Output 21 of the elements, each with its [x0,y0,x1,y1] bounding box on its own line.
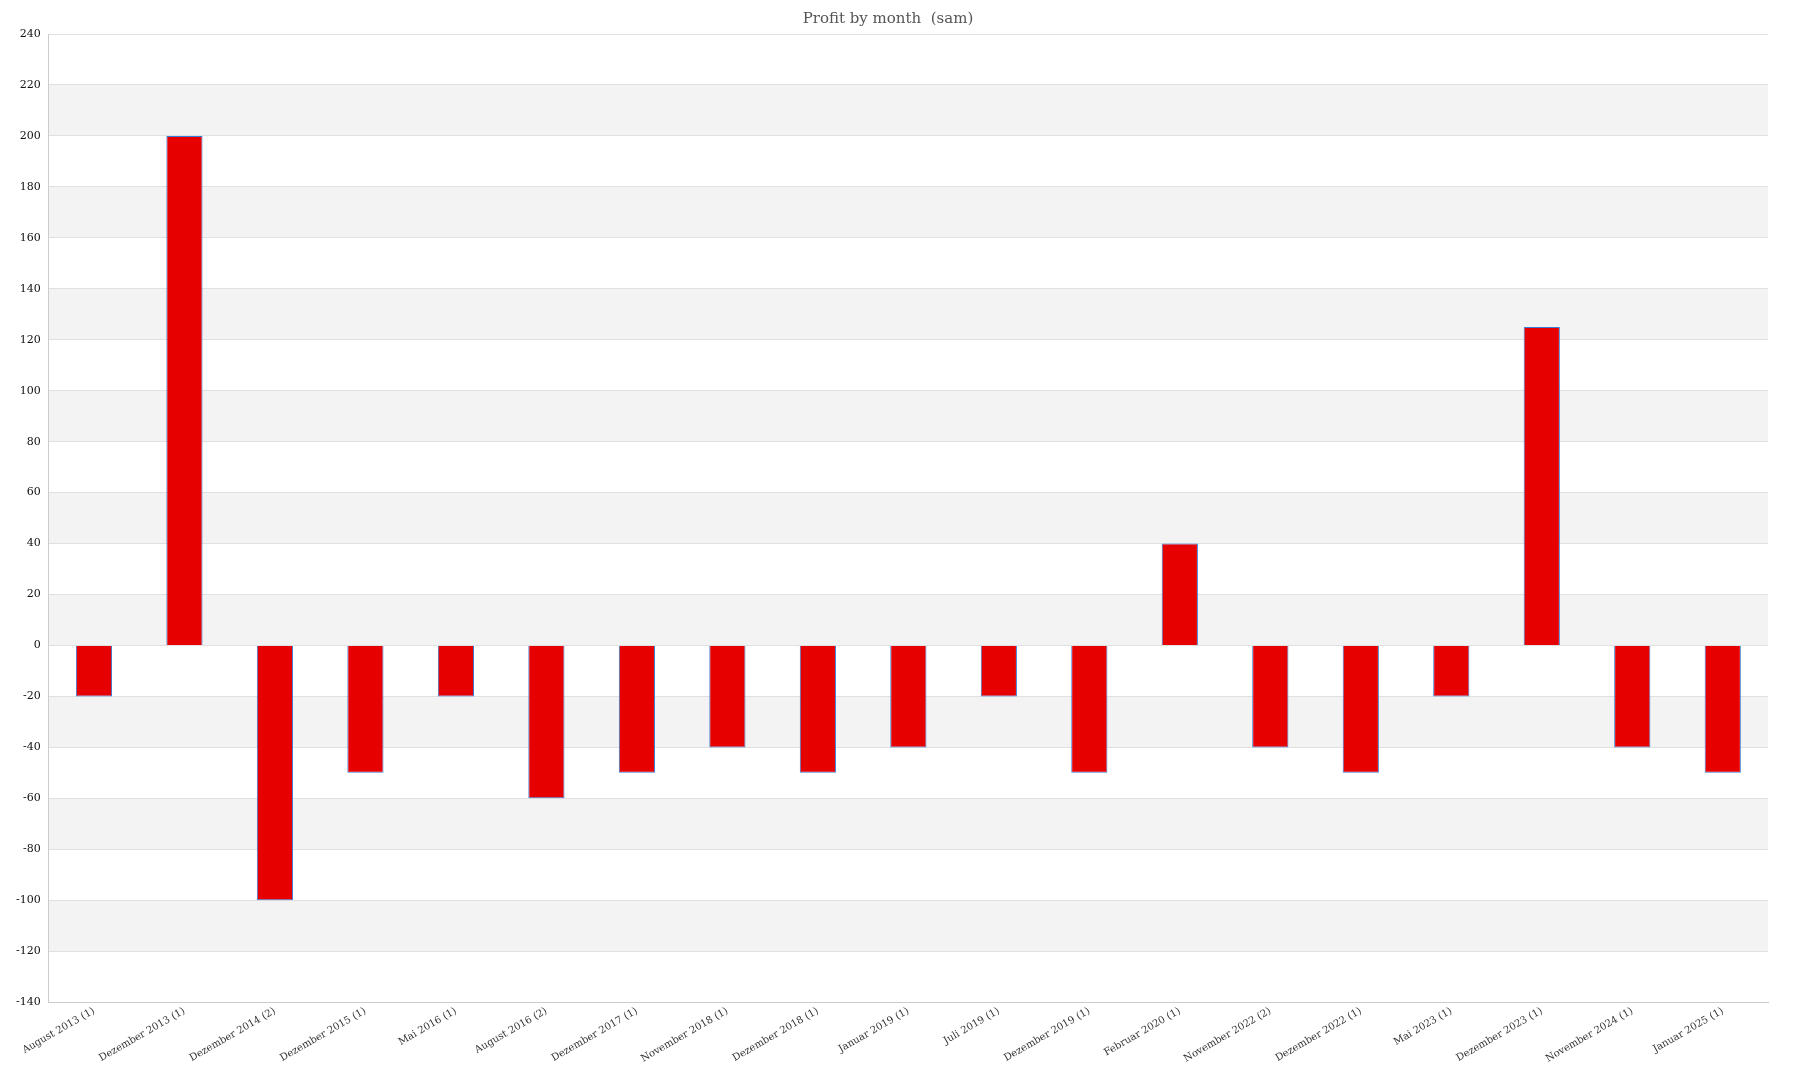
y-tick-label: 60 [26,485,41,499]
y-tick-label: -120 [15,944,41,958]
y-tick-label: -40 [22,740,41,754]
y-tick-label: -140 [15,995,41,1009]
y-tick-label: 120 [19,332,41,346]
y-tick-label: 140 [19,281,41,295]
y-tick-label: 40 [26,536,41,550]
y-tick-label: 240 [19,26,41,40]
y-tick-label: 0 [33,638,41,652]
y-tick-label: 160 [19,230,41,244]
y-tick-label: 220 [19,77,41,91]
y-tick-label: 20 [26,587,41,601]
y-tick-label: 200 [19,128,41,142]
y-tick-label: -20 [22,689,41,703]
chart-title: Profit by month (sam) [802,8,974,27]
y-tick-label: 100 [19,383,41,397]
y-tick-label: 80 [26,434,41,448]
y-tick-label: -100 [15,893,41,907]
y-tick-label: 180 [19,179,41,193]
y-tick-label: -60 [22,791,41,805]
y-tick-label: -80 [22,842,41,856]
